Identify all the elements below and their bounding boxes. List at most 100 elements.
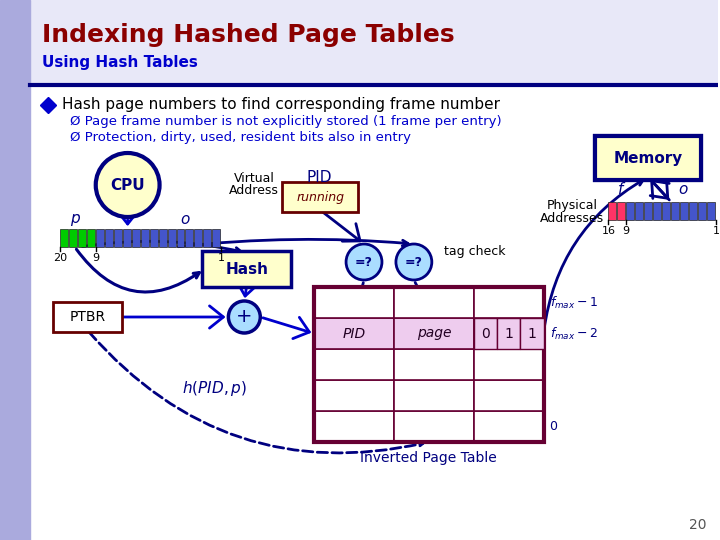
- Bar: [474, 411, 544, 442]
- Bar: [474, 380, 544, 411]
- Text: 20: 20: [688, 518, 706, 532]
- Bar: [394, 287, 474, 318]
- Text: CPU: CPU: [110, 178, 145, 192]
- Text: $f_{max}-2$: $f_{max}-2$: [549, 326, 598, 342]
- Bar: [186, 229, 194, 247]
- Text: +: +: [236, 307, 253, 327]
- Bar: [60, 229, 68, 247]
- Text: 1: 1: [218, 253, 225, 263]
- Bar: [474, 287, 544, 318]
- Text: p: p: [70, 212, 80, 226]
- Bar: [87, 229, 95, 247]
- Text: =?: =?: [405, 255, 423, 268]
- Bar: [314, 287, 394, 318]
- Bar: [394, 411, 474, 442]
- Bar: [96, 229, 104, 247]
- Text: Using Hash Tables: Using Hash Tables: [42, 56, 198, 71]
- Text: 1: 1: [504, 327, 513, 341]
- Bar: [707, 202, 715, 220]
- Bar: [30, 0, 718, 85]
- Text: $h(PID, p)$: $h(PID, p)$: [182, 379, 247, 397]
- Text: =?: =?: [355, 255, 373, 268]
- Text: Address: Address: [230, 184, 279, 197]
- Text: f: f: [618, 183, 623, 198]
- Bar: [69, 229, 77, 247]
- Bar: [122, 229, 130, 247]
- Text: PID: PID: [307, 171, 332, 186]
- Bar: [78, 229, 86, 247]
- Bar: [497, 318, 521, 349]
- Circle shape: [396, 244, 432, 280]
- Bar: [204, 229, 212, 247]
- Text: o: o: [678, 183, 688, 198]
- Bar: [176, 229, 184, 247]
- Bar: [194, 229, 202, 247]
- Bar: [635, 202, 643, 220]
- Text: $f_{max}-1$: $f_{max}-1$: [549, 294, 598, 310]
- FancyBboxPatch shape: [595, 136, 701, 180]
- Bar: [314, 318, 394, 349]
- Text: 9: 9: [92, 253, 99, 263]
- Bar: [0, 0, 30, 540]
- Bar: [314, 411, 394, 442]
- Bar: [662, 202, 670, 220]
- Text: 1: 1: [713, 226, 719, 236]
- Bar: [212, 229, 220, 247]
- Text: tag check: tag check: [444, 246, 505, 259]
- Circle shape: [346, 244, 382, 280]
- FancyBboxPatch shape: [595, 136, 701, 180]
- Bar: [689, 202, 697, 220]
- Bar: [314, 287, 544, 442]
- Text: Ø Protection, dirty, used, resident bits also in entry: Ø Protection, dirty, used, resident bits…: [70, 131, 411, 144]
- Bar: [158, 229, 166, 247]
- Circle shape: [96, 153, 160, 217]
- Bar: [653, 202, 661, 220]
- Bar: [132, 229, 140, 247]
- Text: Addresses: Addresses: [541, 212, 605, 225]
- Bar: [521, 318, 544, 349]
- Bar: [314, 349, 394, 380]
- Circle shape: [228, 301, 261, 333]
- Bar: [114, 229, 122, 247]
- Bar: [140, 229, 148, 247]
- Text: Memory: Memory: [613, 151, 683, 165]
- Bar: [698, 202, 706, 220]
- Text: Indexing Hashed Page Tables: Indexing Hashed Page Tables: [42, 23, 454, 47]
- Bar: [608, 202, 616, 220]
- FancyBboxPatch shape: [282, 182, 358, 212]
- Text: Hash page numbers to find corresponding frame number: Hash page numbers to find corresponding …: [62, 98, 500, 112]
- Bar: [314, 380, 394, 411]
- Bar: [474, 349, 544, 380]
- Bar: [394, 318, 474, 349]
- Text: PTBR: PTBR: [69, 310, 105, 324]
- Bar: [394, 380, 474, 411]
- Text: o: o: [180, 212, 189, 226]
- Bar: [626, 202, 634, 220]
- Bar: [104, 229, 113, 247]
- FancyBboxPatch shape: [53, 302, 122, 332]
- Text: Physical: Physical: [547, 199, 598, 213]
- Text: Hash: Hash: [225, 261, 269, 276]
- Text: page: page: [417, 327, 451, 341]
- Bar: [474, 318, 544, 349]
- Text: 1: 1: [528, 327, 536, 341]
- Text: Inverted Page Table: Inverted Page Table: [361, 451, 498, 465]
- Bar: [617, 202, 625, 220]
- Bar: [168, 229, 176, 247]
- Bar: [671, 202, 679, 220]
- FancyBboxPatch shape: [202, 251, 291, 287]
- Text: 0: 0: [549, 420, 557, 433]
- Bar: [150, 229, 158, 247]
- Bar: [394, 349, 474, 380]
- Text: 16: 16: [601, 226, 616, 236]
- Text: 9: 9: [623, 226, 630, 236]
- Bar: [680, 202, 688, 220]
- Text: Ø Page frame number is not explicitly stored (1 frame per entry): Ø Page frame number is not explicitly st…: [70, 116, 501, 129]
- Text: Virtual: Virtual: [234, 172, 275, 185]
- Bar: [603, 143, 702, 181]
- Text: 20: 20: [53, 253, 67, 263]
- Text: PID: PID: [343, 327, 366, 341]
- Bar: [644, 202, 652, 220]
- Text: running: running: [296, 191, 344, 204]
- Text: 0: 0: [481, 327, 490, 341]
